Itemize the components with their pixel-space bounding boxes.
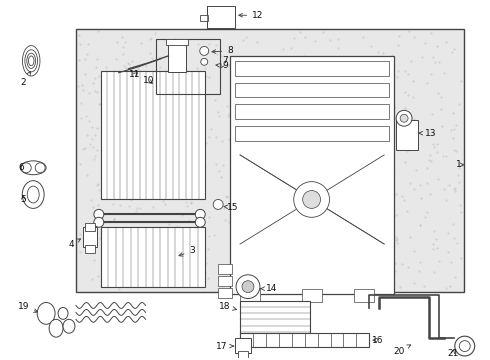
Circle shape [35, 163, 45, 173]
Text: 12: 12 [239, 11, 264, 20]
Text: 3: 3 [179, 247, 195, 256]
Bar [240, 301, 310, 338]
Bar [235, 338, 251, 353]
Bar [302, 289, 321, 302]
Bar [240, 289, 260, 302]
Ellipse shape [20, 161, 46, 175]
Circle shape [200, 46, 209, 55]
Text: 16: 16 [371, 336, 383, 345]
Circle shape [201, 58, 208, 65]
Text: 17: 17 [217, 342, 234, 351]
Text: 9: 9 [216, 61, 228, 70]
Bar [230, 56, 394, 294]
Bar [101, 227, 205, 287]
Bar [207, 6, 235, 28]
Bar [235, 104, 389, 119]
Circle shape [94, 217, 104, 227]
Circle shape [242, 281, 254, 293]
Text: 19: 19 [18, 302, 38, 312]
Ellipse shape [63, 319, 75, 333]
Bar [101, 71, 205, 199]
Text: 11: 11 [129, 70, 140, 79]
Ellipse shape [58, 307, 68, 319]
Circle shape [94, 210, 104, 219]
Bar [83, 227, 97, 247]
Text: 8: 8 [212, 46, 233, 55]
Bar [235, 61, 389, 76]
Bar [200, 15, 208, 21]
Text: 2: 2 [21, 72, 31, 87]
Bar [396, 120, 418, 150]
Circle shape [236, 275, 260, 298]
Bar [235, 126, 389, 141]
Ellipse shape [37, 302, 55, 324]
Text: 15: 15 [224, 203, 239, 212]
Text: 6: 6 [19, 163, 24, 172]
Circle shape [196, 217, 205, 227]
Bar [218, 276, 232, 285]
Bar [76, 29, 464, 292]
Text: 18: 18 [220, 302, 237, 311]
Text: 5: 5 [21, 195, 26, 204]
Circle shape [396, 111, 412, 126]
Bar [238, 351, 248, 358]
Text: 21: 21 [447, 348, 459, 357]
Circle shape [455, 336, 475, 356]
Bar [354, 289, 374, 302]
Ellipse shape [27, 186, 39, 203]
Bar [218, 264, 232, 274]
Circle shape [303, 190, 320, 208]
Text: 10: 10 [143, 76, 154, 85]
Text: 14: 14 [261, 284, 277, 293]
Circle shape [21, 163, 31, 173]
Text: 13: 13 [419, 129, 437, 138]
Text: 7: 7 [220, 56, 228, 68]
Ellipse shape [49, 319, 63, 337]
Bar [85, 245, 95, 253]
Text: 4: 4 [68, 239, 80, 248]
Circle shape [196, 210, 205, 219]
Bar [218, 288, 232, 298]
Circle shape [213, 199, 223, 210]
Circle shape [400, 114, 408, 122]
Text: 1: 1 [456, 160, 465, 169]
Circle shape [459, 341, 470, 351]
Bar [155, 39, 220, 94]
Bar [235, 82, 389, 98]
Circle shape [294, 182, 329, 217]
Bar [167, 39, 188, 45]
Bar [240, 333, 369, 347]
Bar [169, 44, 186, 72]
Bar [85, 223, 95, 231]
Ellipse shape [22, 181, 44, 208]
Text: 20: 20 [393, 345, 411, 356]
